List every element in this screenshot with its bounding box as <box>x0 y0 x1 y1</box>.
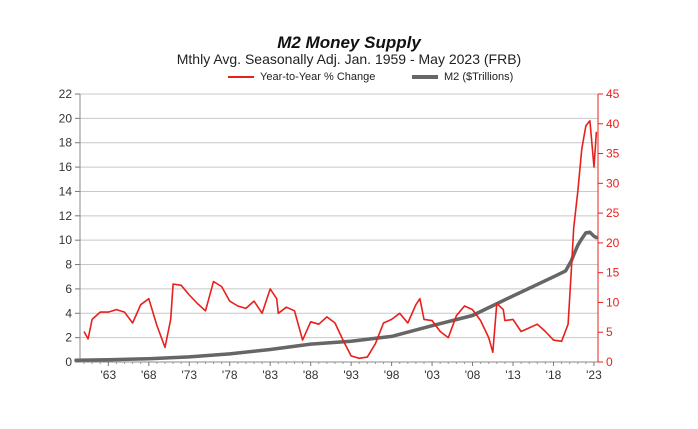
right-axis-tick-label: 30 <box>606 176 620 190</box>
x-axis-tick-label: '08 <box>465 368 481 382</box>
left-axis-tick-label: 12 <box>59 209 73 223</box>
legend-label-pct-change: Year-to-Year % Change <box>260 71 376 83</box>
series-line-m2 <box>74 230 599 363</box>
legend-swatch-m2 <box>412 75 438 79</box>
x-axis-tick-label: '88 <box>303 368 319 382</box>
series-line-pct-change <box>83 120 598 360</box>
left-axis-tick-label: 14 <box>59 184 73 198</box>
left-axis-tick-label: 16 <box>59 160 73 174</box>
right-axis-tick-label: 15 <box>606 266 620 280</box>
right-axis-tick-label: 5 <box>606 325 613 339</box>
legend-item-m2: M2 ($Trillions) <box>412 71 513 83</box>
x-axis-tick-label: '68 <box>141 368 157 382</box>
right-axis-tick-label: 0 <box>606 355 613 369</box>
left-axis-tick-label: 4 <box>65 306 72 320</box>
chart-subtitle: Mthly Avg. Seasonally Adj. Jan. 1959 - M… <box>176 51 522 67</box>
right-axis-tick-label: 25 <box>606 206 620 220</box>
left-axis-tick-label: 0 <box>65 355 72 369</box>
right-axis-tick-label: 20 <box>606 236 620 250</box>
left-axis-tick-label: 2 <box>65 331 72 345</box>
left-axis-tick-label: 8 <box>65 258 72 272</box>
right-axis-tick-label: 10 <box>606 295 620 309</box>
legend-swatch-pct-change <box>228 76 254 78</box>
x-axis-tick-label: '93 <box>343 368 359 382</box>
right-axis-tick-label: 45 <box>606 87 620 101</box>
x-axis-tick-label: '83 <box>262 368 278 382</box>
right-axis-tick-label: 40 <box>606 117 620 131</box>
x-axis-tick-label: '03 <box>424 368 440 382</box>
x-axis-tick-label: '63 <box>101 368 117 382</box>
x-axis-tick-label: '13 <box>505 368 521 382</box>
legend-label-m2: M2 ($Trillions) <box>444 71 514 83</box>
left-axis-tick-label: 18 <box>59 136 73 150</box>
x-axis-tick-label: '73 <box>181 368 197 382</box>
x-axis-tick-label: '98 <box>384 368 400 382</box>
right-axis-tick-label: 35 <box>606 147 620 161</box>
x-axis-tick-label: '23 <box>586 368 602 382</box>
chart-title: M2 Money Supply <box>277 33 421 52</box>
x-axis-tick-label: '78 <box>222 368 238 382</box>
left-axis-tick-label: 22 <box>59 87 73 101</box>
legend-item-pct-change: Year-to-Year % Change <box>228 71 375 83</box>
left-axis-tick-label: 20 <box>59 111 73 125</box>
left-axis-tick-label: 6 <box>65 282 72 296</box>
left-axis-tick-label: 10 <box>59 233 73 247</box>
x-axis-tick-label: '18 <box>546 368 562 382</box>
